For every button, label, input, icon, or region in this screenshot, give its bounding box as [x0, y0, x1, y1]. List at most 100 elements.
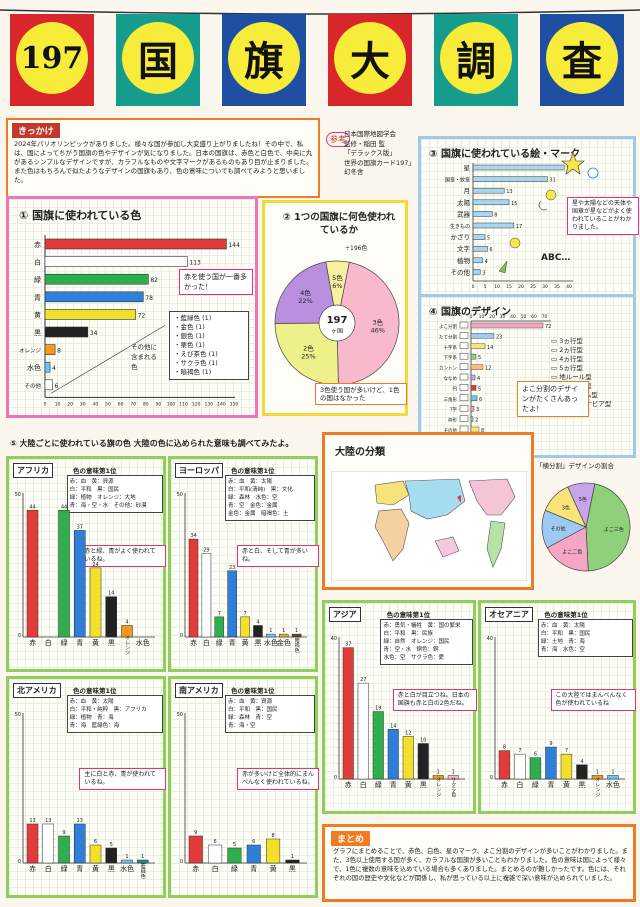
continent-bar-value: 13	[29, 818, 35, 824]
sec4-bar	[470, 322, 544, 329]
continent-chart: 50 0 44 赤 白 44 緑 37 青 24 黄 14 黒 4 オレンジ 水色	[15, 492, 155, 655]
sec4b-slice-label: 5色	[579, 496, 587, 503]
continent-bar	[447, 775, 459, 780]
continent-bar	[514, 753, 526, 780]
map-title: 大陸の分類	[335, 447, 385, 458]
continent-note: 主に白と赤、青が使われているね。	[79, 767, 167, 790]
continent-bar-value: 34	[190, 533, 196, 539]
continent-bar-label: 黒	[289, 865, 296, 873]
snowflake-icon	[587, 167, 599, 179]
continent-bar-value: 27	[360, 677, 366, 683]
sec4-tick: 50	[521, 314, 527, 320]
sec4-bar	[470, 395, 478, 402]
continent-bar	[121, 859, 133, 864]
sec1-bar-label: 青	[34, 293, 41, 302]
continent-meanings: 赤：血 黄：太陽 白：平和 黒：国民 緑：土地 青：海 青：海 水色：空	[537, 619, 633, 657]
continent-y-tick: 0	[18, 859, 21, 865]
continent-meaning-head: 色の意味第1位	[231, 687, 275, 695]
continent-bar-value: 6	[214, 839, 217, 845]
continent-meanings: 赤：血 黄：太陽 白：平和(清純) 黒：文化 緑：森林 水色：空 青：空 金色：…	[225, 475, 315, 521]
sec1-tick: 20	[67, 401, 73, 407]
sec3-bar-value: 31	[549, 178, 555, 184]
continent-chart: 40 0 8 赤 7 白 6 緑 9 青 7 黄 4 黒 1 オレンジ 1 水色	[487, 636, 625, 797]
sec4b-slice	[567, 482, 596, 529]
sec1-bar-value: 144	[228, 242, 240, 249]
sec1-note: 赤を使う国が一番多かった！	[179, 269, 253, 295]
continent-bar	[246, 844, 261, 864]
sec4-bar-value: 8	[481, 428, 484, 434]
kikkake-tag: きっかけ	[12, 123, 60, 138]
sec4-row-icon	[459, 384, 469, 391]
sec1-other-list: ・藍緑色 (1) ・金色 (1) ・銀色 (1) ・栗色 (1) ・えび茶色 (1) ・サ…	[169, 311, 249, 380]
sec1-bar	[44, 344, 56, 355]
continent-bar-label: 黒	[108, 639, 115, 647]
sec3-bar-label: 生きもの	[450, 223, 470, 230]
continent-panel: 南アメリカ 色の意味第1位 赤：血 黄：資源 白：平和 黒：国民 緑：森林 青：空 …	[168, 676, 319, 898]
sec4-row-icon	[459, 352, 469, 360]
continent-name: アジア	[329, 607, 361, 622]
continent-meanings: 赤：血 黄：資源 白：平和 黒：国民 緑：植物 オレンジ：大地 青：海・空・水 …	[66, 475, 163, 513]
sec4-row-icon	[459, 394, 469, 402]
sec2-slice	[336, 261, 400, 386]
continent-bar-label: 赤	[192, 865, 199, 873]
continent-bar-label: 藍緑色	[140, 863, 146, 879]
sec3-tick: 40	[566, 284, 572, 290]
sec2-slice-pct: 6%	[332, 282, 342, 290]
continent-bar-label: 青	[547, 780, 554, 789]
sec3-bar-label: 月	[464, 187, 471, 195]
sec4-row-label: ななめ	[444, 375, 458, 382]
sec4-row-icon	[459, 373, 469, 381]
continent-bar	[432, 775, 444, 780]
sec3-bar	[472, 176, 548, 182]
matome-panel: まとめ グラフにまとめることで、赤色、白色、星のマーク、よこ分割のデザインが多い…	[322, 824, 636, 902]
continent-bar	[58, 510, 70, 638]
sec1-bar-value: 4	[52, 365, 56, 372]
sec3-note: 星や太陽などの天体や国章が星などがよく使われていることがわかりました。	[567, 197, 639, 235]
sec2-hole	[318, 304, 356, 342]
sec4b-title: 「横分割」デザインの割合	[536, 462, 614, 470]
sec1-bar	[44, 326, 89, 338]
sec3-bar-value: 17	[516, 224, 522, 230]
sec2-slice-pct: 25%	[301, 352, 315, 360]
continent-note: 赤が多いけど全体的にまんべんなく使われているね。	[237, 767, 319, 790]
sec2-center-unit: ヶ国	[331, 328, 343, 335]
sec4-row-label: たて分割	[439, 333, 457, 340]
sec1-pointer-line	[50, 325, 166, 394]
banner-char: 197	[16, 22, 88, 94]
continent-bar	[201, 553, 212, 638]
sec4b-slice-label: その他	[551, 525, 566, 532]
continent-bar-value: 13	[77, 818, 83, 824]
sec1-bar	[44, 379, 53, 391]
continent-bar-value: 1	[295, 628, 298, 634]
sec4-row-icon	[459, 332, 469, 339]
sec1-tick: 130	[205, 401, 214, 407]
sec1-tick: 100	[167, 401, 176, 407]
continent-note: この大陸ではまんべんなく色が使われているね	[550, 688, 637, 711]
sec2-note: 3色使う国が多いけど、1色の国はなかった	[315, 383, 407, 405]
continent-bar-label: 水色	[120, 864, 134, 873]
continent-bar-label: 緑	[532, 780, 539, 789]
sec3-bar-label: 植物	[457, 256, 471, 265]
continent-bar-value: 1	[452, 769, 455, 775]
continent-bar-value: 12	[405, 730, 411, 736]
continent-bar-value: 44	[29, 504, 35, 510]
sec4-tick: 0	[470, 314, 473, 320]
continent-bar-value: 14	[108, 591, 114, 597]
sec1-other-title: その他に含まれる色	[131, 343, 157, 371]
sec4b-slice-label: よこ二色	[562, 548, 582, 555]
continent-bar-value: 14	[390, 723, 396, 729]
sec3-bar	[472, 269, 481, 275]
map-asia	[404, 478, 466, 520]
sec3-tick: 35	[554, 284, 560, 290]
sec4b-panel: 「横分割」デザインの割合 よこ三色 よこ二色 その他 3色 5色	[536, 458, 636, 588]
banner-flag: 197	[10, 14, 94, 106]
continent-note: 赤と白、そして青が多いね。	[237, 545, 319, 568]
continent-bar	[121, 625, 133, 638]
sec4-row-icon	[459, 415, 469, 422]
continent-meanings: 赤：血 黄：太陽 白：平和・純粋 黒：アフリカ 緑：植物 青：海 青：海 藍緑色…	[66, 695, 163, 733]
continent-bar-value: 10	[420, 738, 426, 744]
sec3-bar-value: 5	[487, 236, 490, 242]
continent-meaning-head: 色の意味第1位	[544, 611, 588, 619]
continent-bar	[253, 625, 263, 638]
continent-chart: 50 0 34 赤 29 白 7 緑 23 青 7 黄 4 黒 1 水色 1 金色 1 暗褐色	[177, 492, 307, 653]
